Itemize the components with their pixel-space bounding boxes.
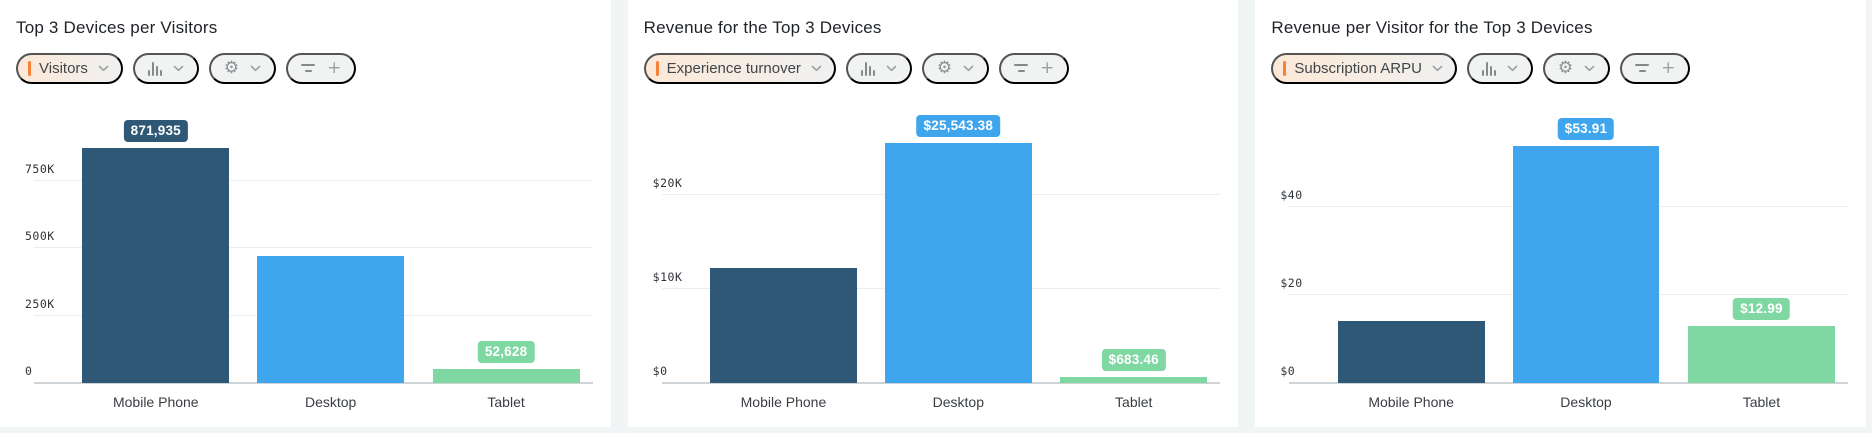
- y-tick-label: $20K: [652, 175, 683, 190]
- chevron-down-icon: [886, 65, 897, 72]
- gear-icon: ⚙: [1557, 57, 1574, 78]
- y-tick-label: $20: [1280, 275, 1303, 290]
- bar-tablet[interactable]: [1060, 376, 1208, 383]
- bar-value-label: $53.91: [1557, 117, 1615, 140]
- chart-title: Revenue for the Top 3 Devices: [643, 18, 882, 37]
- plus-icon: +: [1040, 57, 1055, 78]
- chart-toolbar: Visitors ⚙ +: [16, 52, 595, 84]
- plus-icon: +: [327, 57, 342, 78]
- metric-label: Visitors: [39, 59, 88, 77]
- x-axis-label: Mobile Phone: [112, 394, 199, 410]
- gridline: [34, 247, 593, 249]
- filter-icon: [1635, 64, 1650, 72]
- y-tick-label: $0: [1280, 364, 1296, 378]
- bar-mobile-phone[interactable]: [709, 268, 857, 383]
- bar-mobile-phone[interactable]: [1337, 320, 1485, 383]
- gear-icon: ⚙: [936, 57, 953, 78]
- filter-icon: [1014, 64, 1029, 72]
- settings-select[interactable]: ⚙: [1542, 52, 1611, 84]
- bar-desktop[interactable]: [1512, 145, 1660, 383]
- bar-value-label: 52,628: [477, 340, 535, 363]
- chart-title: Revenue per Visitor for the Top 3 Device…: [1271, 18, 1593, 37]
- y-tick-label: 0: [25, 364, 33, 378]
- y-tick-label: 500K: [25, 229, 55, 244]
- x-axis-label: Tablet: [487, 394, 525, 410]
- chevron-down-icon: [1507, 65, 1518, 72]
- chart-title: Top 3 Devices per Visitors: [16, 18, 218, 37]
- bar-chart-icon: [147, 61, 162, 76]
- bar-mobile-phone[interactable]: [82, 147, 230, 383]
- metric-label: Experience turnover: [666, 59, 801, 77]
- gridline: [34, 179, 593, 181]
- settings-select[interactable]: ⚙: [208, 52, 277, 84]
- chevron-down-icon: [173, 65, 184, 72]
- chart-type-select[interactable]: [132, 52, 199, 84]
- x-axis-line: [661, 382, 1221, 384]
- x-axis-label: Mobile Phone: [1368, 394, 1454, 410]
- chart-toolbar: Experience turnover ⚙ +: [643, 52, 1223, 84]
- settings-select[interactable]: ⚙: [921, 52, 990, 84]
- y-tick-label: 250K: [25, 296, 55, 311]
- metric-label: Subscription ARPU: [1294, 59, 1422, 77]
- x-axis-label: Mobile Phone: [740, 394, 827, 410]
- filter-button[interactable]: +: [1620, 52, 1691, 84]
- filter-button[interactable]: +: [286, 52, 357, 84]
- y-tick-label: $0: [652, 364, 668, 378]
- bar-value-label: $25,543.38: [916, 114, 1001, 137]
- chart-type-select[interactable]: [1466, 52, 1533, 84]
- chevron-down-icon: [250, 65, 261, 72]
- x-axis-line: [34, 382, 593, 384]
- plot-area: 0 250K 500K 750K 871,935 52,628: [25, 99, 593, 384]
- bar-chart-icon: [1481, 61, 1496, 76]
- bar-desktop[interactable]: [884, 142, 1032, 383]
- x-axis-label: Desktop: [304, 394, 357, 410]
- chevron-down-icon: [1584, 65, 1595, 72]
- x-axis-label: Desktop: [1560, 394, 1612, 410]
- bar-chart-icon: [860, 61, 875, 76]
- x-axis-label: Desktop: [932, 394, 984, 410]
- chart-card: Revenue for the Top 3 Devices Experience …: [627, 0, 1239, 427]
- metric-accent-bar: [655, 60, 659, 76]
- chart-type-select[interactable]: [845, 52, 912, 84]
- chevron-down-icon: [963, 65, 974, 72]
- metric-select[interactable]: Visitors: [16, 52, 123, 84]
- plot-area: $0 $10K $20K $25,543.38 $683.46: [653, 99, 1221, 384]
- chevron-down-icon: [98, 65, 109, 72]
- bar-desktop[interactable]: [257, 256, 405, 383]
- x-axis-label: Tablet: [1742, 394, 1781, 410]
- x-axis: Mobile Phone Desktop Tablet: [662, 383, 1221, 417]
- bar-value-label: $12.99: [1733, 297, 1790, 320]
- chart-toolbar: Subscription ARPU ⚙ +: [1271, 52, 1850, 84]
- bar-value-label: 871,935: [123, 119, 188, 142]
- chart-card: Revenue per Visitor for the Top 3 Device…: [1255, 0, 1867, 427]
- y-tick-label: 750K: [25, 161, 55, 176]
- chevron-down-icon: [811, 65, 822, 72]
- plus-icon: +: [1661, 57, 1676, 78]
- x-axis-label: Tablet: [1115, 394, 1153, 410]
- filter-icon: [301, 64, 316, 72]
- metric-select[interactable]: Subscription ARPU: [1271, 52, 1457, 84]
- chart-card: Top 3 Devices per Visitors Visitors ⚙ +0 250…: [0, 0, 611, 427]
- metric-select[interactable]: Experience turnover: [643, 52, 836, 84]
- bar-tablet[interactable]: [432, 368, 580, 383]
- filter-button[interactable]: +: [999, 52, 1070, 84]
- gear-icon: ⚙: [223, 57, 240, 78]
- x-axis-line: [1289, 382, 1849, 384]
- y-tick-label: $10K: [652, 269, 683, 284]
- bar-value-label: $683.46: [1101, 348, 1166, 371]
- chevron-down-icon: [1432, 65, 1443, 72]
- x-axis: Mobile Phone Desktop Tablet: [1289, 383, 1848, 417]
- metric-accent-bar: [28, 60, 31, 76]
- metric-accent-bar: [1283, 60, 1287, 76]
- y-tick-label: $40: [1280, 187, 1303, 202]
- x-axis: Mobile Phone Desktop Tablet: [34, 383, 593, 417]
- bar-tablet[interactable]: [1687, 325, 1835, 383]
- plot-area: $0 $20 $40 $53.91 $12.99: [1280, 99, 1849, 384]
